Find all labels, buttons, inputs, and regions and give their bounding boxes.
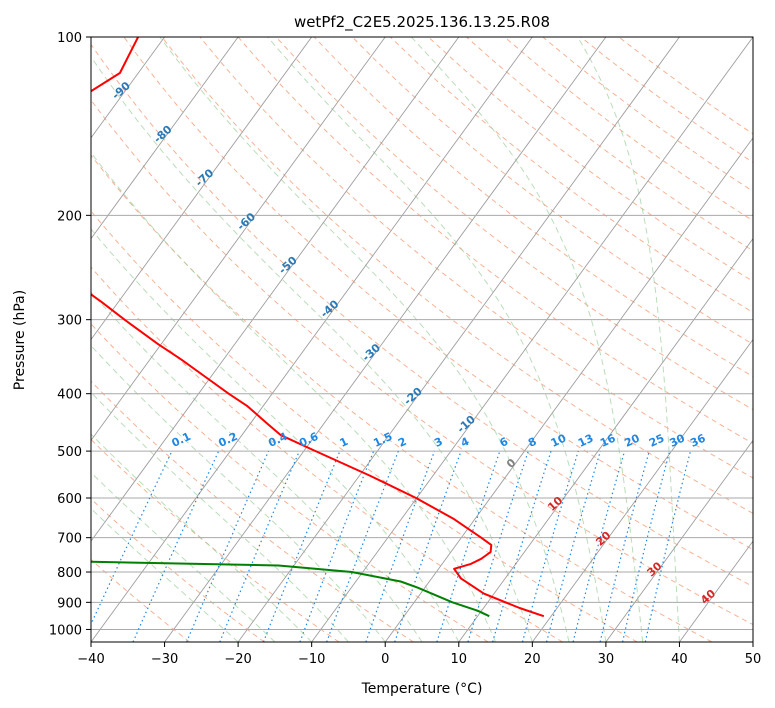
moist-adiabat-line [267,37,607,642]
profile-line [91,37,545,618]
isotherm-line [458,237,753,642]
mixing-ratio-line [262,450,341,642]
y-tick-label: 800 [57,566,82,581]
mixing-ratio-line [467,450,529,642]
y-tick-label: 200 [57,209,82,224]
isotherm-line [91,37,386,442]
x-tick-label: 20 [524,652,541,667]
mixing-ratio-label: 13 [576,432,595,450]
dry-adiabat-line [91,380,414,642]
isotherm-line [531,338,753,642]
mixing-ratio-line [546,450,601,642]
dry-adiabat-line [91,323,489,642]
mixing-ratio-label: 30 [668,431,688,449]
isotherm-line [164,37,607,642]
mixing-ratio-line [436,450,501,642]
moist-adiabat-line [411,37,644,642]
y-axis-label: Pressure (hPa) [12,290,28,390]
x-tick-label: 0 [381,652,389,667]
dry-adiabat-line [91,99,753,626]
x-tick-label: 30 [598,652,615,667]
y-tick-label: 500 [57,445,82,460]
moist-adiabat-line [91,344,386,642]
moist-adiabat-line [91,507,239,642]
y-tick-label: 900 [57,596,82,611]
isotherm-line [311,37,753,642]
isotherm-line [237,37,680,642]
isotherm-line [91,37,533,642]
x-tick-label: −20 [224,652,251,667]
mixing-ratio-label: 10 [549,431,569,449]
plot-area: -100-90-80-70-60-50-40-30-20-10010203040… [91,37,753,642]
isotherm-line [91,37,239,240]
y-axis-ticks: 100 200 300 400 500 600 700 800 900 1000 [49,31,91,638]
moist-adiabat-line [91,291,423,642]
moist-adiabat-line [91,55,533,642]
moist-adiabat-line [91,391,349,642]
dry-adiabat-line [199,37,753,479]
chart-title: wetPf2_C2E5.2025.136.13.25.R08 [294,13,550,32]
profile-lines [91,37,545,618]
moist-adiabat-line [577,37,680,642]
x-tick-label: −10 [298,652,325,667]
mixing-ratio-line [299,450,375,642]
y-tick-label: 700 [57,532,82,547]
dry-adiabat-line [313,37,753,378]
moist-adiabat-line [159,37,570,642]
moist-adiabats [91,37,680,642]
mixing-ratio-label: 36 [688,431,708,449]
mixing-ratio-label: 16 [598,431,618,449]
y-tick-label: 300 [57,314,82,329]
mixing-ratio-line [521,450,579,642]
isotherm-line [91,37,460,542]
dry-adiabats [91,37,753,642]
x-tick-label: 50 [745,652,762,667]
y-tick-label: 600 [57,492,82,507]
moist-adiabat-line [91,228,460,642]
x-tick-label: −40 [77,652,104,667]
x-tick-label: 40 [671,652,688,667]
dry-adiabat-line [390,37,753,314]
y-tick-label: 100 [57,31,82,46]
dry-adiabat-line [91,558,191,642]
mixing-ratio-label: 25 [647,432,666,450]
y-tick-label: 1000 [49,623,82,638]
x-axis-label: Temperature (°C) [361,681,483,697]
dry-adiabat-line [91,266,563,642]
x-tick-label: −30 [151,652,178,667]
moist-adiabat-line [91,151,497,642]
dry-adiabat-line [91,43,753,588]
y-tick-label: 400 [57,388,82,403]
pressure-gridlines [91,37,753,630]
dry-adiabat-line [91,154,713,642]
mixing-ratio-line [91,450,173,626]
isotherm-line [91,37,313,341]
x-tick-label: 10 [451,652,468,667]
dry-adiabat-line [237,37,753,445]
dry-adiabat-line [123,37,753,551]
mixing-ratio-line [492,450,552,642]
mixing-ratio-label: 20 [622,431,642,449]
x-axis-ticks: −40 −30 −20 −10 0 10 20 30 40 50 [77,642,761,667]
moist-adiabat-line [91,471,276,642]
mixing-ratio-lines [91,450,692,642]
plot-frame [90,36,754,643]
isotherm-line [605,439,753,642]
